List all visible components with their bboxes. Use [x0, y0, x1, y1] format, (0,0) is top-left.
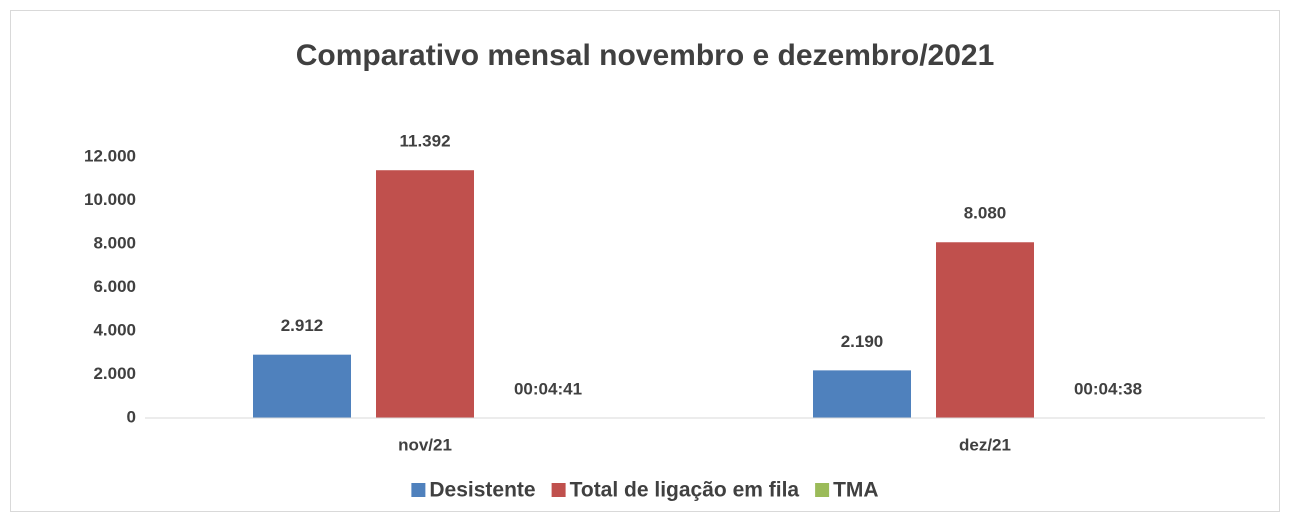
y-tick-label: 0: [127, 407, 136, 426]
bar: [253, 354, 351, 418]
bar: [376, 170, 474, 418]
chart-border: [10, 10, 1280, 512]
y-tick-label: 8.000: [93, 233, 136, 252]
y-tick-label: 2.000: [93, 364, 136, 383]
bar: [813, 370, 911, 418]
legend-label: Desistente: [429, 479, 535, 502]
y-tick-label: 12.000: [84, 146, 136, 165]
x-tick-label: dez/21: [959, 435, 1011, 454]
bar: [936, 242, 1034, 418]
legend-label: Total de ligação em fila: [570, 479, 800, 502]
chart-title: Comparativo mensal novembro e dezembro/2…: [296, 39, 995, 72]
legend-swatch: [815, 483, 830, 497]
data-label: 00:04:41: [514, 379, 582, 398]
data-label: 00:04:38: [1074, 379, 1142, 398]
y-tick-label: 4.000: [93, 320, 136, 339]
y-tick-label: 6.000: [93, 277, 136, 296]
data-label: 2.912: [281, 316, 324, 335]
legend-swatch: [411, 483, 426, 497]
data-label: 8.080: [964, 204, 1007, 223]
x-tick-label: nov/21: [398, 435, 452, 454]
data-label: 11.392: [399, 132, 450, 151]
legend-swatch: [551, 483, 566, 497]
y-tick-label: 10.000: [84, 190, 136, 209]
legend-label: TMA: [833, 479, 879, 502]
data-label: 2.190: [841, 332, 884, 351]
